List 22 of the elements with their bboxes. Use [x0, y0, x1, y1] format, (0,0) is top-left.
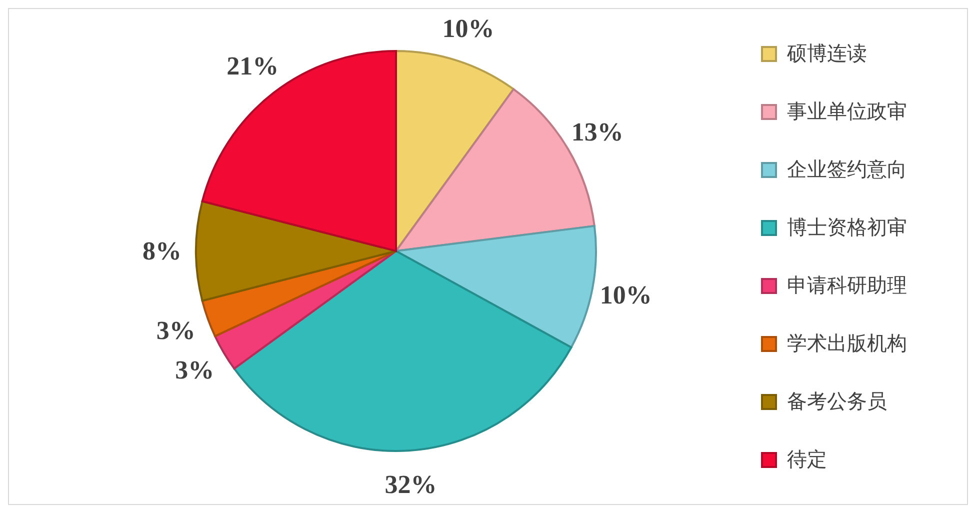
pie-slice: [201, 250, 397, 338]
data-label: 32%: [384, 470, 437, 500]
pie-slice: [395, 224, 597, 348]
pie-slice: [214, 250, 397, 370]
legend-label: 申请科研助理: [787, 272, 907, 299]
data-label: 10%: [600, 280, 652, 310]
data-label: 10%: [442, 14, 494, 43]
data-label: 13%: [571, 117, 624, 146]
data-label: 3%: [175, 356, 214, 385]
legend-label: 事业单位政审: [787, 98, 907, 125]
pie-slice: [195, 200, 397, 302]
legend-label: 企业签约意向: [787, 156, 907, 183]
legend-label: 备考公务员: [787, 388, 887, 415]
data-label: 8%: [142, 236, 182, 266]
data-label: 3%: [156, 316, 196, 345]
pie-slice: [233, 250, 572, 452]
pie-slice: [201, 50, 397, 252]
legend-label: 博士资格初审: [787, 214, 907, 241]
legend-label: 硕博连读: [787, 40, 867, 67]
data-label: 21%: [226, 52, 279, 81]
legend-label: 待定: [787, 446, 827, 473]
legend-label: 学术出版机构: [787, 330, 907, 357]
